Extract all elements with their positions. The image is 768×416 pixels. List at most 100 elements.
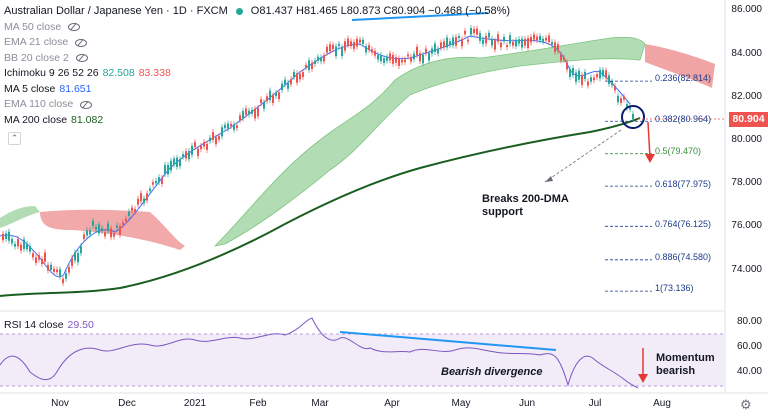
candle-body — [254, 108, 256, 119]
candle-body — [548, 35, 550, 43]
annotation-bearish-divergence: Bearish divergence — [441, 366, 543, 378]
candle-body — [263, 102, 265, 109]
candle-body — [116, 225, 118, 228]
candle-body — [452, 37, 454, 46]
candle-body — [176, 157, 178, 167]
candle-body — [251, 109, 253, 114]
candle-body — [629, 105, 631, 110]
candle-body — [587, 81, 589, 86]
indicator-ma5[interactable]: MA 5 close 81.651 — [4, 82, 92, 95]
symbol-title[interactable]: Australian Dollar / Japanese Yen · 1D · … — [4, 5, 228, 17]
candle-body — [536, 36, 538, 41]
candle-body — [362, 39, 364, 44]
candle-body — [539, 36, 541, 41]
indicator-ma50[interactable]: MA 50 close — [4, 20, 510, 36]
fib-label: 0.764(76.125) — [655, 219, 712, 229]
candle-body — [416, 46, 418, 56]
hidden-eye-icon[interactable] — [80, 100, 93, 109]
time-axis-label: Feb — [249, 398, 267, 409]
candle-body — [623, 96, 625, 100]
candle-body — [227, 123, 229, 129]
candle-body — [236, 125, 238, 129]
hidden-eye-icon[interactable] — [68, 23, 81, 32]
candle-body — [32, 253, 34, 258]
candle-body — [374, 50, 376, 56]
candle-body — [308, 60, 310, 71]
candle-body — [290, 79, 292, 85]
candle-body — [518, 39, 520, 44]
candlestick-series — [2, 25, 634, 287]
candle-body — [47, 264, 49, 271]
indicator-bb20[interactable]: BB 20 close 2 — [4, 51, 510, 67]
rsi-line — [0, 317, 639, 389]
candle-body — [425, 48, 427, 54]
candle-body — [476, 28, 478, 35]
hidden-eye-icon[interactable] — [75, 38, 88, 47]
candle-body — [173, 158, 175, 165]
candle-body — [50, 264, 52, 270]
candle-body — [71, 257, 73, 266]
candle-body — [626, 104, 628, 109]
bearish-arrow-head — [645, 154, 655, 163]
candle-body — [68, 267, 70, 273]
candle-body — [224, 124, 226, 129]
time-axis-label: Mar — [311, 398, 329, 409]
annotation-pointer — [544, 129, 622, 183]
candle-body — [242, 110, 244, 119]
candle-body — [137, 198, 139, 205]
collapse-legend-button[interactable]: ⌃ — [8, 132, 21, 145]
annotation-breaks-200dma: Breaks 200-DMA support — [482, 193, 569, 218]
candle-body — [107, 223, 109, 232]
settings-gear-icon[interactable]: ⚙ — [740, 397, 752, 412]
indicator-ma200[interactable]: MA 200 close 81.082 — [4, 113, 104, 126]
candle-body — [80, 246, 82, 254]
candle-body — [353, 42, 355, 49]
candle-body — [401, 59, 403, 63]
candle-body — [119, 226, 121, 235]
market-status-dot — [235, 8, 243, 16]
candle-body — [35, 257, 37, 263]
candle-body — [335, 46, 337, 57]
hidden-eye-icon[interactable] — [75, 54, 88, 63]
candle-body — [188, 150, 190, 160]
candle-body — [359, 39, 361, 43]
rsi-legend[interactable]: RSI 14 close 29.50 — [4, 319, 94, 331]
candle-body — [380, 55, 382, 62]
candle-body — [599, 69, 601, 79]
candle-body — [533, 34, 535, 40]
candle-body — [146, 193, 148, 201]
candle-body — [446, 37, 448, 48]
candle-body — [437, 48, 439, 54]
candle-body — [5, 233, 7, 239]
candle-body — [473, 28, 475, 34]
indicator-ichimoku[interactable]: Ichimoku 9 26 52 26 82.508 83.338 — [4, 67, 171, 79]
indicator-ema21[interactable]: EMA 21 close — [4, 35, 510, 51]
candle-body — [149, 188, 151, 192]
indicator-ema110[interactable]: EMA 110 close — [4, 97, 510, 113]
candle-body — [101, 227, 103, 231]
candle-body — [329, 44, 331, 52]
annotation-pointer-head — [545, 176, 553, 182]
fib-label: 0.5(79.470) — [655, 146, 702, 156]
price-axis-label: 86.000 — [731, 4, 762, 15]
candle-body — [578, 70, 580, 80]
candle-body — [203, 142, 205, 147]
candle-body — [143, 198, 145, 204]
candle-body — [611, 81, 613, 86]
rsi-bearish-arrow-head — [638, 374, 648, 383]
candle-body — [632, 113, 634, 120]
candle-body — [281, 83, 283, 91]
time-axis-label: Nov — [51, 398, 69, 409]
candle-body — [266, 96, 268, 102]
candle-body — [89, 230, 91, 235]
candle-body — [608, 75, 610, 84]
candle-body — [395, 57, 397, 63]
candle-body — [458, 36, 460, 39]
rsi-axis-label: 80.00 — [736, 316, 762, 327]
candle-body — [197, 148, 199, 156]
rsi-band — [0, 334, 725, 386]
candle-body — [485, 35, 487, 44]
candle-body — [74, 252, 76, 261]
candle-body — [422, 54, 424, 64]
